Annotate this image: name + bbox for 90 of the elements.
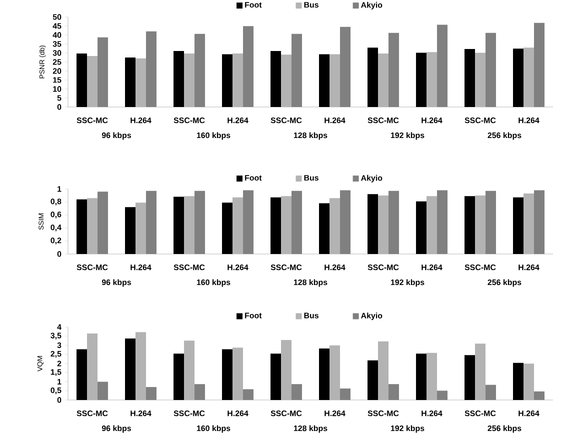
bar (378, 195, 389, 254)
bar (340, 190, 351, 254)
bar (475, 195, 486, 254)
bar (194, 34, 206, 107)
bar (437, 190, 448, 254)
bar (524, 364, 534, 400)
bar (76, 349, 88, 400)
bar (426, 52, 438, 107)
bar (368, 360, 378, 400)
bar (174, 196, 184, 254)
bar (330, 54, 340, 107)
bar (232, 348, 244, 400)
bar (330, 345, 340, 400)
bar (426, 196, 438, 254)
bar (475, 52, 486, 107)
bar (136, 332, 146, 400)
bar (125, 207, 136, 254)
bar (486, 32, 496, 107)
bar (292, 34, 302, 107)
bar (534, 391, 545, 400)
bar (513, 48, 524, 107)
bar (184, 54, 195, 107)
bar (464, 196, 476, 254)
bar (222, 54, 233, 107)
bar (475, 344, 486, 400)
bar (486, 190, 496, 254)
bar (232, 197, 244, 254)
bar (184, 196, 195, 254)
bar (146, 190, 157, 254)
bar (378, 54, 389, 107)
bar (146, 387, 157, 400)
bar (76, 54, 88, 107)
bar (174, 354, 184, 400)
bar (416, 52, 427, 107)
bar (524, 194, 534, 254)
bar (281, 54, 292, 107)
bar (513, 197, 524, 254)
bar (87, 198, 98, 254)
bar (136, 202, 146, 254)
bar (330, 198, 340, 254)
bar (281, 340, 292, 400)
bar (464, 49, 476, 107)
bar (243, 190, 254, 254)
bar (388, 190, 400, 254)
bar (194, 384, 206, 400)
bar (270, 197, 282, 254)
bar (125, 57, 136, 107)
bar (534, 22, 545, 107)
bar (513, 362, 524, 400)
bar (319, 203, 330, 254)
bar (388, 384, 400, 400)
bar (437, 24, 448, 107)
bar (174, 51, 184, 107)
bar (486, 384, 496, 400)
bar (98, 37, 108, 107)
bar (87, 56, 98, 107)
bar (340, 26, 351, 107)
bar (368, 194, 378, 254)
bar (281, 196, 292, 254)
bar (340, 388, 351, 400)
bar (98, 192, 108, 254)
bar (319, 348, 330, 400)
bar (222, 349, 233, 400)
bar (437, 390, 448, 400)
bar (125, 338, 136, 400)
bar (146, 31, 157, 107)
bar (416, 201, 427, 254)
bar (464, 355, 476, 400)
bar (76, 199, 88, 254)
bar (534, 190, 545, 254)
bar (136, 58, 146, 107)
bar (270, 354, 282, 400)
bar (98, 382, 108, 400)
bar (87, 334, 98, 400)
bar (319, 54, 330, 107)
bar (194, 190, 206, 254)
bar (270, 51, 282, 107)
bar (243, 389, 254, 400)
bar (426, 352, 438, 400)
bar (368, 48, 378, 107)
bar (388, 32, 400, 107)
bar (292, 190, 302, 254)
bar (232, 54, 244, 107)
bar (292, 384, 302, 400)
bar (222, 202, 233, 254)
bar (378, 341, 389, 400)
bar (243, 26, 254, 107)
bar (416, 354, 427, 400)
bar (524, 48, 534, 107)
bar (184, 340, 195, 400)
